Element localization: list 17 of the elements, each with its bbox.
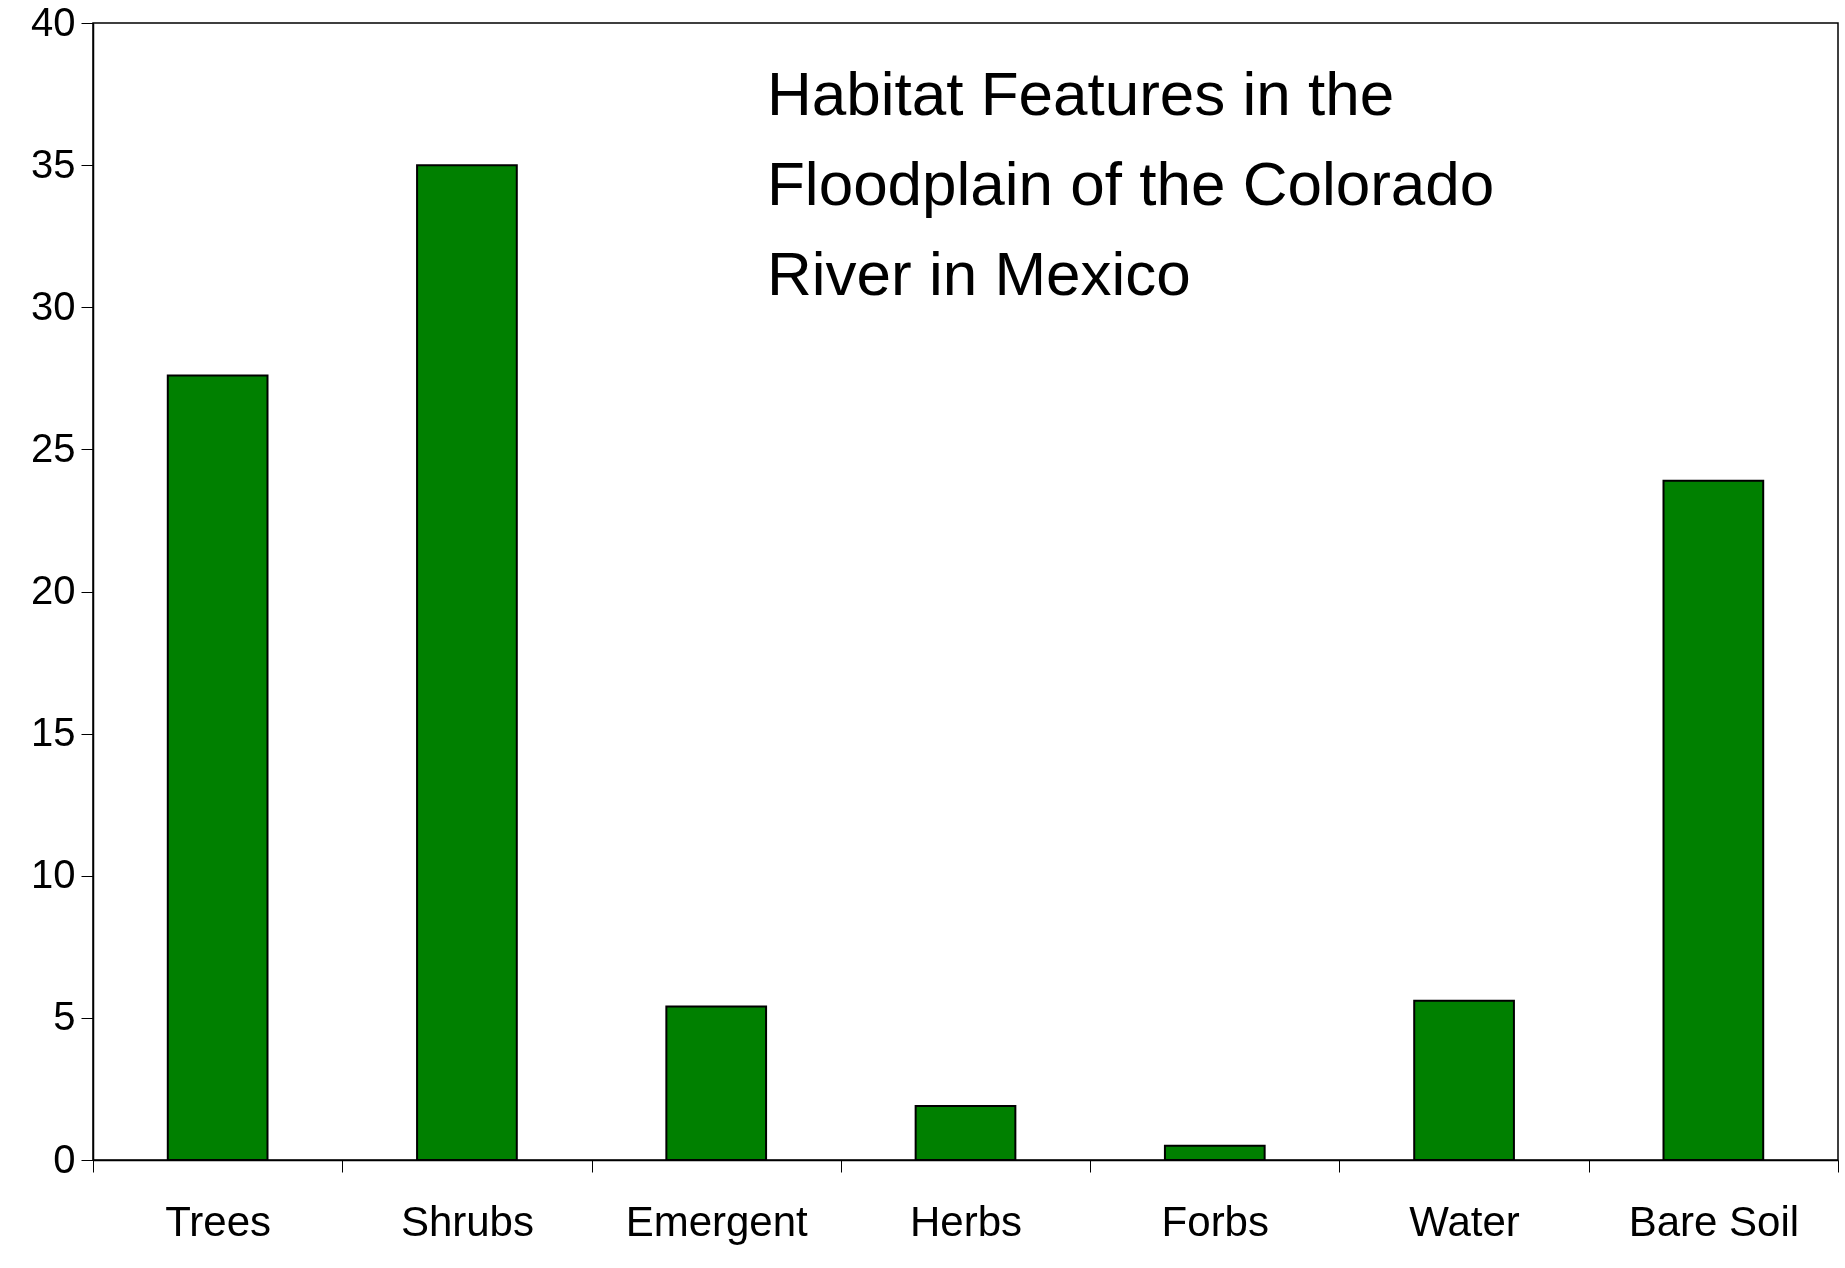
- x-tick-label: Emergent: [625, 1197, 809, 1245]
- y-tick-label: 5: [53, 994, 76, 1039]
- text: Habitat Features in the Floodplain of the Colorado River in Mexico: [767, 59, 1495, 308]
- x-tick-label: Trees: [165, 1197, 272, 1245]
- y-tick-label: 15: [31, 710, 76, 755]
- y-tick-label: 0: [53, 1136, 76, 1181]
- y-tick-label: 10: [31, 852, 76, 897]
- x-tick-label: Herbs: [909, 1197, 1023, 1245]
- y-tick-label: 35: [31, 141, 76, 186]
- x-tick-label: Forbs: [1161, 1197, 1269, 1245]
- y-tick-label: 20: [31, 568, 76, 612]
- x-tick-label: Bare Soil: [1628, 1197, 1800, 1245]
- y-tick-label: 25: [31, 425, 76, 470]
- x-tick-label: Water: [1409, 1197, 1520, 1245]
- y-tick-label: 30: [31, 283, 76, 328]
- y-tick-label: 40: [31, 0, 76, 44]
- x-tick-label: Shrubs: [400, 1197, 534, 1245]
